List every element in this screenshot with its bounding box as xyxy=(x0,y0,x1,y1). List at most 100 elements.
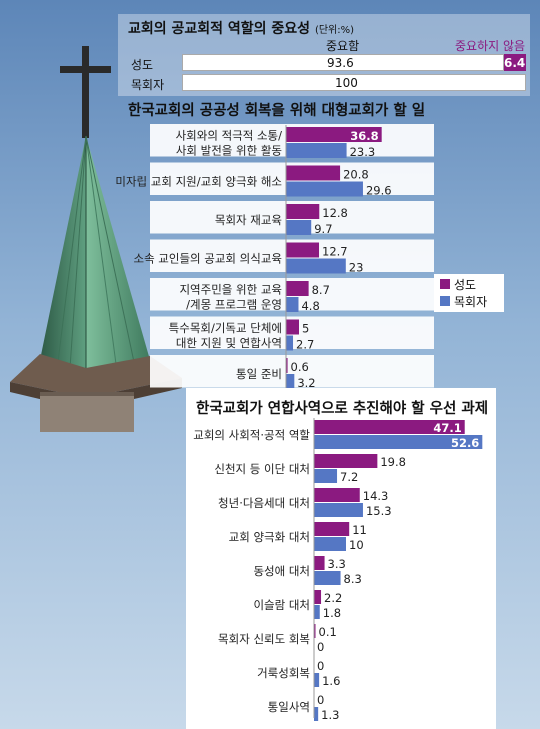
bar-member xyxy=(286,358,288,373)
category-label: 대한 지원 및 연합사역 xyxy=(176,336,282,350)
bar-member xyxy=(314,454,378,468)
data-label: 10 xyxy=(349,538,364,552)
legend-pastor-swatch xyxy=(440,296,450,306)
data-label: 8.7 xyxy=(312,283,330,297)
data-label: 7.2 xyxy=(340,470,358,484)
data-label: 2.7 xyxy=(296,338,314,352)
bar-member xyxy=(314,556,325,570)
bar-member xyxy=(314,522,350,536)
data-label: 47.1 xyxy=(433,421,461,435)
bar-member xyxy=(314,420,465,434)
category-label: 통일 준비 xyxy=(236,367,282,381)
bar-member-important xyxy=(182,54,504,71)
data-label: 1.8 xyxy=(323,606,341,620)
bar-pastor xyxy=(314,707,319,721)
data-label: 0 xyxy=(317,640,324,654)
bar-pastor xyxy=(314,435,483,449)
category-label: 신천지 등 이단 대처 xyxy=(214,462,310,476)
data-label: 19.8 xyxy=(380,455,406,469)
category-label: /계몽 프로그램 운영 xyxy=(186,298,282,312)
data-label: 8.3 xyxy=(344,572,362,586)
legend: 성도 목회자 xyxy=(434,274,504,312)
bar-pastor xyxy=(286,220,312,235)
legend-member-swatch xyxy=(440,279,450,289)
data-label: 1.3 xyxy=(321,708,339,722)
bar-pastor xyxy=(286,143,347,158)
bar-pastor xyxy=(314,503,363,517)
data-label: 0.6 xyxy=(291,360,309,374)
category-label: 청년·다음세대 대처 xyxy=(218,496,310,510)
data-label: 3.2 xyxy=(297,376,315,390)
data-label: 3.3 xyxy=(328,557,346,571)
category-label: 교회의 사회적·공적 역할 xyxy=(193,428,310,442)
chart2-title: 한국교회의 공공성 회복을 위해 대형교회가 할 일 xyxy=(128,103,426,119)
value-pastor-important: 100 xyxy=(335,76,358,90)
bar-member xyxy=(286,281,309,296)
bar-pastor xyxy=(286,335,294,351)
bar-member-not-important xyxy=(504,54,526,71)
bar-pastor xyxy=(314,469,338,483)
col-not-important: 중요하지 않음 xyxy=(455,39,526,53)
data-label: 2.2 xyxy=(324,591,342,605)
bar-member xyxy=(314,624,316,638)
data-label: 1.6 xyxy=(322,674,340,688)
chart1-title: 교회의 공교회적 역할의 중요성 (단위:%) xyxy=(128,21,355,37)
bar-member xyxy=(286,165,341,181)
row-pastor-label: 목회자 xyxy=(131,78,165,92)
data-label: 4.8 xyxy=(301,299,319,313)
value-member-not-important: 6.4 xyxy=(504,56,526,70)
bar-pastor xyxy=(286,297,299,312)
data-label: 5 xyxy=(302,322,309,336)
value-member-important: 93.6 xyxy=(327,56,354,70)
bar-member xyxy=(314,590,322,604)
data-label: 12.8 xyxy=(322,206,348,220)
data-label: 0 xyxy=(317,693,324,707)
legend-pastor-label: 목회자 xyxy=(454,295,488,309)
bar-pastor xyxy=(314,673,320,687)
data-label: 0.1 xyxy=(319,625,337,639)
data-label: 9.7 xyxy=(314,222,332,236)
category-label: 교회 양극화 대처 xyxy=(229,530,310,544)
data-label: 11 xyxy=(352,523,367,537)
category-label: 거룩성회복 xyxy=(257,666,310,680)
data-label: 36.8 xyxy=(350,129,378,143)
bar-member xyxy=(286,242,320,258)
bar-pastor xyxy=(286,181,363,197)
data-label: 15.3 xyxy=(366,504,392,518)
chart3-title: 한국교회가 연합사역으로 추진해야 할 우선 과제 xyxy=(196,401,489,417)
col-important: 중요함 xyxy=(326,39,360,53)
bar-pastor xyxy=(286,258,346,274)
category-label: 사회와의 적극적 소통/ xyxy=(176,129,283,143)
bar-pastor xyxy=(314,605,320,619)
data-label: 12.7 xyxy=(322,245,348,259)
category-label: 목회자 신뢰도 회복 xyxy=(218,632,310,646)
data-label: 20.8 xyxy=(343,168,369,182)
data-label: 0 xyxy=(317,659,324,673)
bar-pastor xyxy=(314,571,341,585)
category-label: 목회자 재교육 xyxy=(215,213,282,227)
bar-pastor xyxy=(314,537,346,551)
bar-pastor-important xyxy=(182,74,526,91)
category-label: 사회 발전을 위한 활동 xyxy=(176,144,282,158)
data-label: 29.6 xyxy=(366,184,392,198)
category-label: 지역주민을 위한 교육 xyxy=(179,283,282,297)
category-label: 미자립 교회 지원/교회 양극화 해소 xyxy=(115,175,282,189)
category-label: 특수목회/기독교 단체에 xyxy=(169,321,282,335)
category-label: 소속 교인들의 공교회 의식교육 xyxy=(133,252,282,266)
data-label: 23.3 xyxy=(350,145,376,159)
bar-member xyxy=(286,127,382,142)
bar-member xyxy=(286,319,299,335)
chart1-unit: (단위:%) xyxy=(314,25,355,36)
row-member-label: 성도 xyxy=(131,58,154,72)
legend-member-label: 성도 xyxy=(454,278,477,292)
data-label: 14.3 xyxy=(363,489,389,503)
category-label: 동성애 대처 xyxy=(253,564,310,578)
bar-pastor xyxy=(286,374,295,389)
data-label: 52.6 xyxy=(451,436,479,450)
bar-member xyxy=(286,204,320,219)
bar-member xyxy=(314,488,360,502)
data-label: 23 xyxy=(349,261,364,275)
category-label: 이슬람 대처 xyxy=(253,598,310,612)
